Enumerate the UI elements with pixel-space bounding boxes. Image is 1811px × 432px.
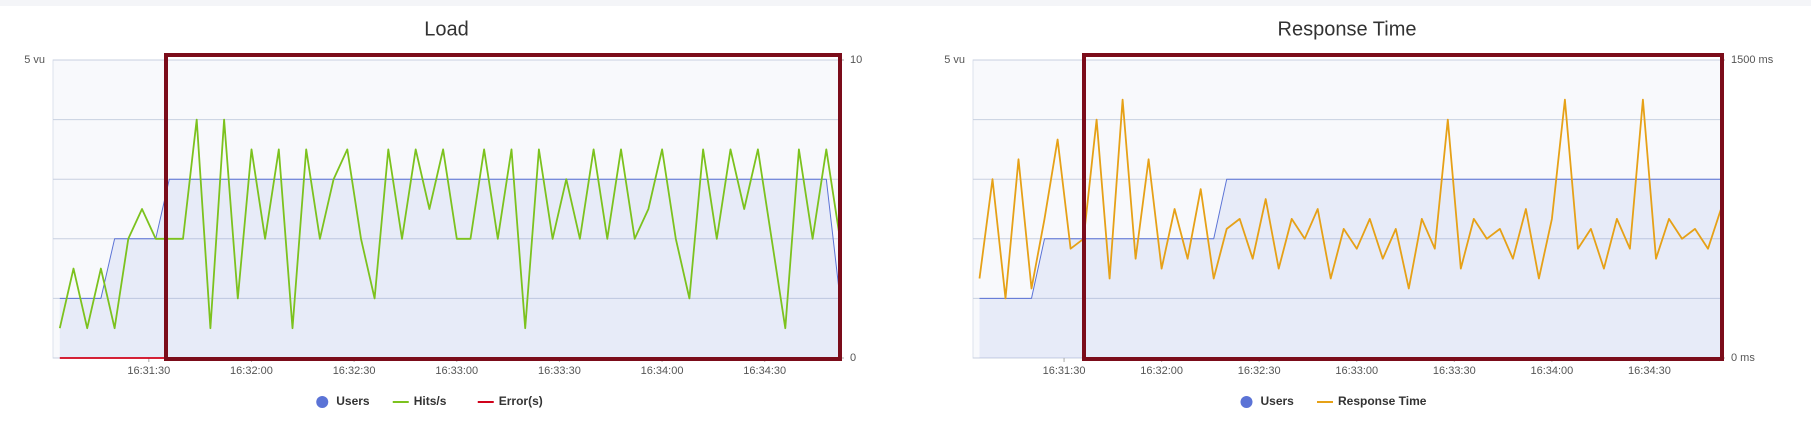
- x-tick-label: 16:34:00: [641, 365, 684, 377]
- x-tick-label: 16:32:00: [230, 365, 273, 377]
- legend-label: Hits/s: [414, 394, 447, 408]
- legend-label: Users: [1261, 394, 1295, 408]
- chart-title: Load: [424, 18, 469, 40]
- x-tick-label: 16:32:30: [333, 365, 376, 377]
- series-area: [979, 179, 1721, 358]
- x-tick-label: 16:33:30: [1433, 365, 1476, 377]
- chart: Response Time 5 vu 0 ms 1500 ms 16:31:30 16:3…: [944, 18, 1773, 408]
- legend-marker: [1240, 396, 1253, 408]
- x-tick-label: 16:34:30: [1628, 365, 1671, 377]
- series-line: [978, 98, 1722, 300]
- x-tick-label: 16:34:00: [1530, 365, 1573, 377]
- chart-title: Response Time: [1278, 18, 1417, 40]
- legend-item[interactable]: Users: [1240, 394, 1295, 408]
- y2-tick-label: 10: [850, 54, 862, 66]
- highlight-box: [1082, 53, 1724, 361]
- plot-background: [52, 59, 841, 359]
- series-area: [59, 179, 841, 358]
- x-tick-label: 16:33:00: [1335, 365, 1378, 377]
- x-tick-label: 16:32:00: [1140, 365, 1183, 377]
- legend-item[interactable]: Error(s): [477, 394, 543, 408]
- top-strip: [0, 0, 1811, 6]
- x-tick-label: 16:33:30: [538, 365, 581, 377]
- x-tick-label: 16:33:00: [435, 365, 478, 377]
- x-tick-label: 16:31:30: [127, 365, 170, 377]
- legend-label: Error(s): [499, 394, 543, 408]
- x-tick-label: 16:34:30: [743, 365, 786, 377]
- legend-label: Users: [336, 394, 370, 408]
- y2-tick-label: 1500 ms: [1731, 54, 1774, 66]
- legend-marker: [316, 396, 329, 408]
- y2-tick-label: 0: [850, 352, 856, 364]
- chart: Load 5 vu 0 10 16:31:30 16:32:00 16:32:30 16:33…: [24, 18, 862, 408]
- x-tick-label: 16:31:30: [1043, 365, 1086, 377]
- y2-tick-label: 0 ms: [1731, 352, 1755, 364]
- legend-label: Response Time: [1338, 394, 1427, 408]
- plot-background: [972, 59, 1722, 359]
- highlight-box: [164, 53, 842, 361]
- series-line: [58, 118, 841, 330]
- y-tick-label: 5 vu: [944, 54, 965, 66]
- x-tick-label: 16:32:30: [1238, 365, 1281, 377]
- legend-item[interactable]: Response Time: [1317, 394, 1427, 408]
- legend-item[interactable]: Users: [316, 394, 370, 408]
- y-tick-label: 5 vu: [24, 54, 45, 66]
- legend-item[interactable]: Hits/s: [392, 394, 447, 408]
- series-line: [979, 178, 1721, 299]
